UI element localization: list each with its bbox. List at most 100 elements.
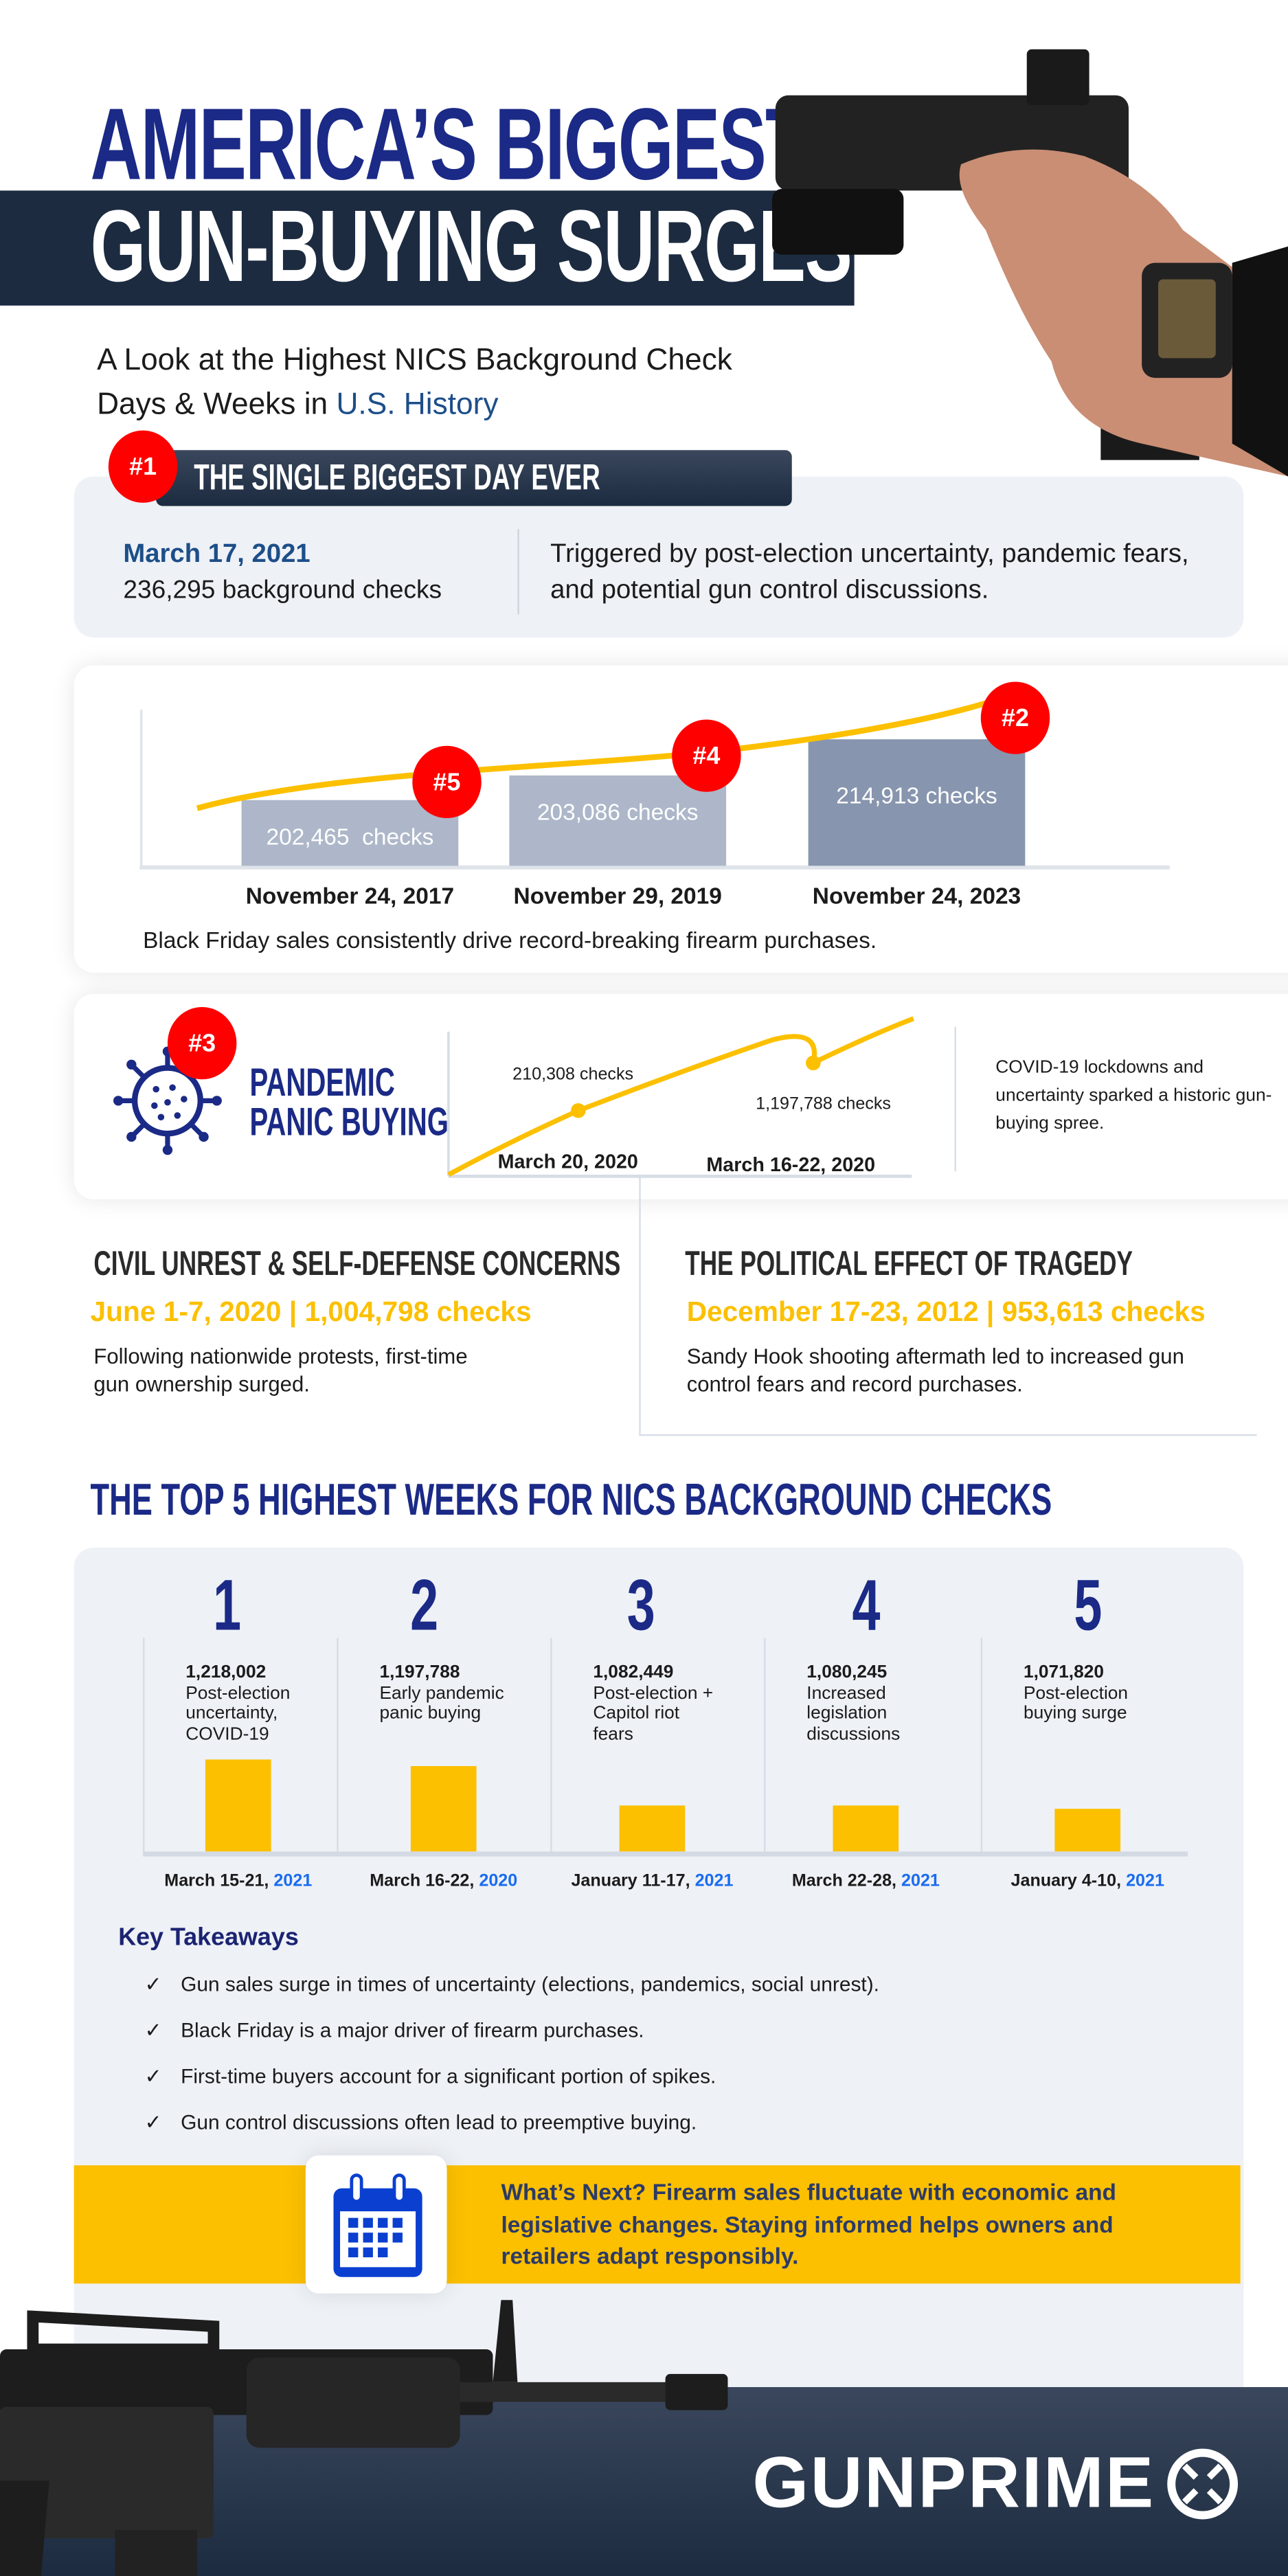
week-description: Increased legislation discussions — [806, 1683, 901, 1744]
civil-unrest-description: Following nationwide protests, first-tim… — [93, 1344, 468, 1397]
calendar-icon — [333, 2173, 422, 2277]
column-divider — [764, 1638, 766, 1853]
week-info: 1,082,449 Post-election + Capitol riot fe… — [593, 1662, 724, 1745]
subtitle: A Look at the Highest NICS Background Ch… — [97, 337, 732, 425]
takeaway-item: ✓ Gun sales surge in times of uncertainty… — [144, 1971, 879, 1996]
week-value: 1,082,449 — [593, 1662, 674, 1682]
week-description: Post-election uncertainty, COVID-19 — [185, 1683, 291, 1744]
civil-unrest-heading: CIVIL UNREST & SELF-DEFENSE CONCERNS — [93, 1245, 621, 1283]
title-line-2: GUN-BUYING SURGES — [90, 190, 852, 304]
week-bar — [1054, 1808, 1121, 1852]
crosshair-logo-icon — [1167, 2448, 1239, 2520]
trend-line — [447, 1016, 915, 1177]
week-bar — [205, 1759, 271, 1852]
black-friday-chart — [139, 700, 1170, 870]
week-info: 1,218,002 Post-election uncertainty, COVI… — [185, 1662, 317, 1745]
rank-badge: #5 — [412, 745, 482, 819]
rank-number: 5 — [1073, 1566, 1102, 1647]
checkmark-icon: ✓ — [144, 1973, 162, 1996]
week-bar — [619, 1805, 686, 1852]
x-label-1: March 20, 2020 — [497, 1150, 638, 1173]
week-value: 1,197,788 — [379, 1662, 460, 1682]
rank-number: 1 — [212, 1566, 241, 1647]
black-friday-caption: Black Friday sales consistently drive re… — [143, 926, 877, 953]
x-label: November 29, 2019 — [513, 882, 722, 909]
checkmark-icon: ✓ — [144, 2019, 162, 2042]
tragedy-heading: THE POLITICAL EFFECT OF TRAGEDY — [685, 1245, 1133, 1283]
tragedy-description: Sandy Hook shooting aftermath led to inc… — [686, 1344, 1184, 1397]
divider — [517, 529, 519, 615]
bar-1 — [241, 800, 459, 866]
week-date: March 16-22, 2020 — [370, 1871, 518, 1891]
pandemic-card — [74, 993, 1288, 1199]
x-label-2: March 16-22, 2020 — [706, 1153, 876, 1177]
rank-number: 4 — [851, 1566, 880, 1647]
week-value: 1,071,820 — [1023, 1662, 1105, 1682]
column-divider — [143, 1638, 145, 1853]
week-value: 1,218,002 — [185, 1662, 267, 1682]
section-divider-h — [639, 1434, 1257, 1436]
point-label-2: 1,197,788 checks — [756, 1094, 891, 1114]
rank-badge: #2 — [980, 681, 1050, 754]
gunprime-logo: GUNPRIME — [752, 2444, 1241, 2524]
checkmark-icon: ✓ — [144, 2111, 162, 2134]
x-label: November 24, 2023 — [812, 882, 1021, 909]
week-date: January 4-10, 2021 — [1010, 1871, 1164, 1891]
rank-number: 2 — [409, 1566, 438, 1647]
bar-3 — [808, 739, 1026, 866]
takeaways-heading: Key Takeaways — [118, 1923, 299, 1952]
footer — [0, 2386, 1288, 2576]
bar-value-label: 203,086 checks — [536, 798, 699, 825]
whats-next-band — [74, 2165, 1241, 2284]
week-date: January 11-17, 2021 — [571, 1871, 734, 1891]
tragedy-stat: December 17-23, 2012 | 953,613 checks — [686, 1296, 1206, 1328]
divider — [954, 1026, 956, 1172]
section-divider — [639, 1174, 641, 1434]
x-axis — [143, 1851, 1188, 1857]
biggest-day-date: March 17, 2021 — [123, 540, 310, 569]
column-divider — [980, 1638, 983, 1853]
bar-value-label: 202,465 checks — [266, 823, 434, 850]
rank-badge-3: #3 — [167, 1007, 237, 1080]
biggest-day-banner: THE SINGLE BIGGEST DAY EVER — [156, 450, 792, 506]
takeaway-item: ✓ Black Friday is a major driver of firea… — [144, 2018, 644, 2042]
title-band — [0, 190, 855, 306]
takeaway-item: ✓ Gun control discussions often lead to p… — [144, 2110, 697, 2134]
rifle-image — [0, 2300, 728, 2576]
whats-next-text: What’s Next? Firearm sales fluctuate wit… — [501, 2178, 1117, 2269]
column-divider — [337, 1638, 339, 1853]
checkmark-icon: ✓ — [144, 2065, 162, 2088]
takeaway-item: ✓ First-time buyers account for a signifi… — [144, 2064, 716, 2088]
rank-badge: #4 — [672, 719, 741, 792]
pandemic-title: PANDEMIC PANIC BUYING — [249, 1061, 449, 1145]
biggest-day-checks: 236,295 background checks — [123, 576, 442, 605]
column-divider — [550, 1638, 552, 1853]
rank-number: 3 — [626, 1566, 655, 1647]
data-point-2 — [806, 1055, 821, 1071]
week-info: 1,071,820 Post-election buying surge — [1024, 1662, 1155, 1724]
week-date: March 15-21, 2021 — [164, 1871, 313, 1891]
pandemic-chart — [447, 1016, 915, 1178]
point-label-1: 210,308 checks — [512, 1064, 634, 1085]
week-value: 1,080,245 — [806, 1662, 888, 1682]
week-bar — [410, 1765, 477, 1852]
week-description: Post-election + Capitol riot fears — [593, 1683, 714, 1744]
biggest-day-description: Triggered by post-election uncertainty, … — [550, 540, 1189, 605]
week-info: 1,197,788 Early pandemic panic buying — [379, 1662, 543, 1724]
trend-line — [196, 700, 987, 811]
week-description: Early pandemic panic buying — [379, 1683, 504, 1724]
week-date: March 22-28, 2021 — [791, 1871, 940, 1891]
pandemic-description: COVID-19 lockdowns and uncertainty spark… — [995, 1058, 1272, 1134]
title-line-1: AMERICA’S BIGGEST — [90, 89, 809, 203]
week-bar — [833, 1805, 899, 1852]
calendar-icon-box — [305, 2155, 447, 2294]
week-info: 1,080,245 Increased legislation discussio… — [806, 1662, 938, 1745]
bar-value-label: 214,913 checks — [836, 782, 997, 809]
civil-unrest-stat: June 1-7, 2020 | 1,004,798 checks — [90, 1296, 532, 1328]
rank-badge-1: #1 — [108, 430, 178, 503]
subtitle-line-2: Days & Weeks in U.S. History — [97, 386, 499, 421]
top5-heading: THE TOP 5 HIGHEST WEEKS FOR NICS BACKGRO… — [90, 1475, 1052, 1525]
pistol-in-hand-image — [772, 49, 1288, 477]
data-point-1 — [571, 1103, 586, 1118]
